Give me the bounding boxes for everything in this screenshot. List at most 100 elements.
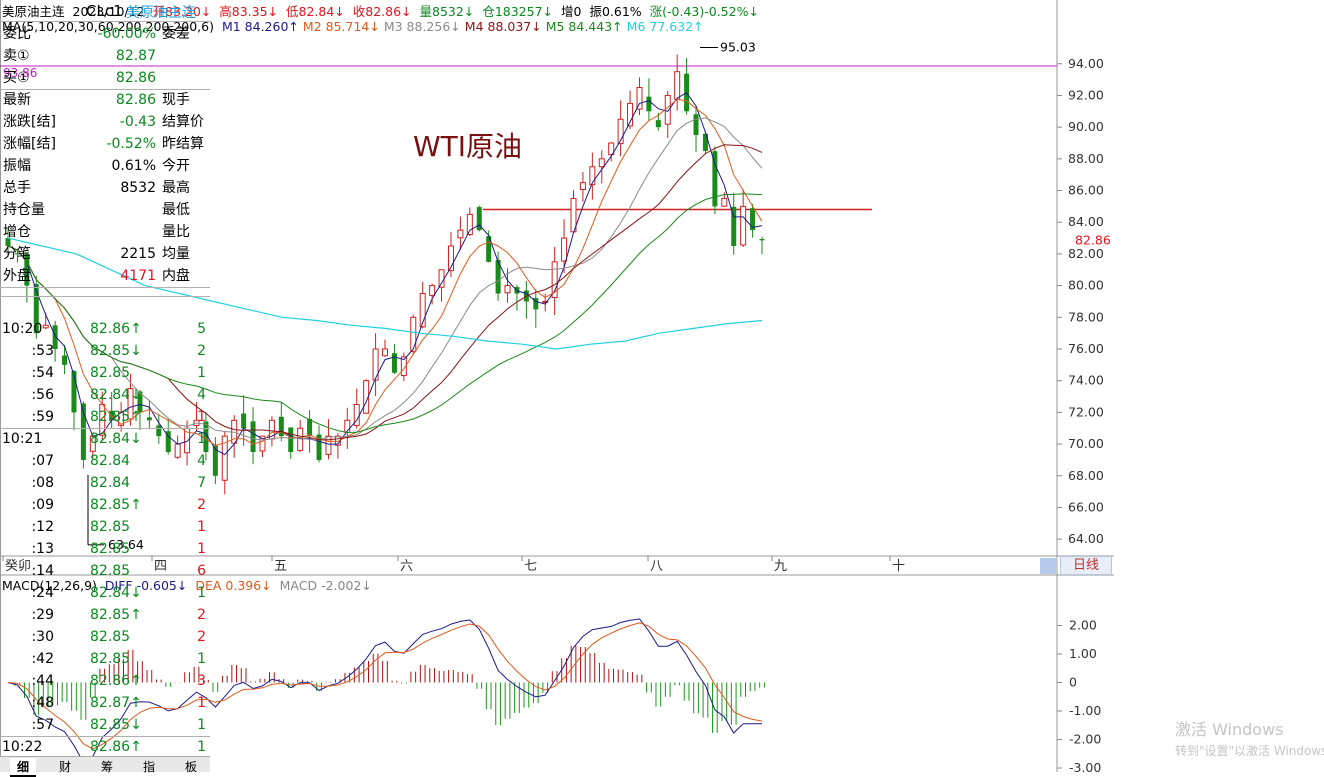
- tick-row: 10:21 82.84↓ 1: [0, 428, 210, 450]
- ma-legend: MA(5,10,20,30,60,200,200,200,6) M1 84.26…: [2, 19, 712, 34]
- quote-row: 分笔 2215 均量: [0, 243, 210, 265]
- month-label: 十: [892, 559, 905, 574]
- quote-label-2: 今开: [162, 158, 190, 174]
- macd-params: MACD(12,26,9): [2, 578, 97, 593]
- macd-value: MACD -2.002↓: [279, 578, 372, 593]
- macd-tick-label: 2.00: [1069, 618, 1097, 633]
- candle-body: [24, 253, 30, 286]
- tick-time: :53: [31, 343, 54, 359]
- tick-row: :14 82.85 6: [0, 560, 210, 582]
- tick-time: :59: [31, 409, 54, 425]
- quote-label: 涨跌[结]: [3, 114, 56, 130]
- tick-time: 10:22: [2, 739, 43, 755]
- increase-value: 增0: [561, 4, 582, 19]
- quote-label-2: 内盘: [162, 268, 190, 284]
- candle-body: [476, 207, 482, 231]
- tick-row: :30 82.85 2: [0, 626, 210, 648]
- candle-body: [241, 413, 247, 429]
- period-daily-button[interactable]: 日线: [1060, 556, 1112, 575]
- tick-time: :54: [31, 365, 54, 381]
- y-tick-label: 86.00: [1068, 183, 1104, 198]
- candle-body: [759, 239, 765, 241]
- macd-diff: DIFF -0.605↓: [104, 578, 188, 593]
- price-info-bar: 美原油主连 2023/10/12 开83.20↓ 高83.35↓ 低82.84↓…: [2, 1, 763, 20]
- ma-item-3: M3 88.256↓: [383, 19, 461, 34]
- y-tick-label: 70.00: [1068, 436, 1104, 451]
- quote-row: 增仓 量比: [0, 221, 210, 243]
- quote-row: 买① 82.86: [0, 67, 210, 89]
- quote-label: 涨幅[结]: [3, 136, 56, 152]
- quote-label-2: 量比: [162, 224, 190, 240]
- macd-tick-label: 1.00: [1069, 646, 1097, 661]
- tick-row: :42 82.85 1: [0, 648, 210, 670]
- tick-price: 82.84↓: [90, 387, 142, 403]
- macd-dea: DEA 0.396↓: [195, 578, 272, 593]
- tick-volume: 7: [197, 475, 206, 491]
- tick-volume: 1: [197, 717, 206, 733]
- candle-body: [400, 356, 407, 377]
- candle-body: [259, 435, 266, 452]
- quote-header: 口 CLc1 美原油主连: [0, 0, 210, 22]
- volume-value: 量8532↓: [419, 4, 475, 19]
- tick-row: :57 82.85↓ 1: [0, 714, 210, 736]
- panel-tab-2[interactable]: 财: [58, 760, 71, 774]
- candle-body: [391, 353, 397, 373]
- candle-body: [486, 236, 492, 262]
- tick-time: 10:20: [2, 321, 43, 337]
- month-label: 五: [274, 559, 287, 574]
- tick-row: :48 82.87↑ 1: [0, 692, 210, 714]
- quote-row: 卖① 82.87: [0, 45, 210, 67]
- tick-price: 82.84: [90, 475, 131, 491]
- quote-row: 持仓量 最低: [0, 199, 210, 221]
- ma-line-m6: [7, 237, 763, 350]
- tick-time: :56: [31, 387, 54, 403]
- panel-tab-5[interactable]: 板: [184, 760, 197, 774]
- panel-tab-4[interactable]: 指: [142, 760, 155, 774]
- y-tick-label: 80.00: [1068, 278, 1104, 293]
- macd-dea-line: [7, 622, 763, 750]
- quote-label: 持仓量: [3, 202, 45, 218]
- tick-volume: 4: [197, 453, 206, 469]
- quote-row: 振幅 0.61% 今开: [0, 155, 210, 177]
- candle-body: [740, 205, 747, 246]
- low-label: 63.64: [108, 537, 144, 552]
- panel-tabs: 细财筹指板: [0, 756, 210, 777]
- y-tick-label: 82.00: [1068, 246, 1104, 261]
- candle-body: [52, 325, 58, 349]
- tick-row: :09 82.85↑ 2: [0, 494, 210, 516]
- quote-value: 0.61%: [111, 158, 156, 174]
- tick-time: :08: [31, 475, 54, 491]
- quote-row: 涨幅[结] -0.52% 昨结算: [0, 133, 210, 155]
- candle-body: [221, 435, 228, 481]
- quote-value: 82.86: [115, 70, 156, 86]
- panel-tab-1[interactable]: 细: [10, 758, 36, 777]
- tick-row: :12 82.85 1: [0, 516, 210, 538]
- candle-body: [165, 431, 171, 452]
- quote-label-2: 结算价: [162, 114, 204, 130]
- candle-body: [372, 348, 379, 381]
- candle-body: [316, 434, 322, 460]
- tick-time: :07: [31, 453, 54, 469]
- panel-tab-3[interactable]: 筹: [100, 760, 113, 774]
- candle-body: [750, 208, 756, 231]
- candle-body: [419, 293, 426, 328]
- tick-price: 82.85↑: [90, 607, 142, 623]
- tick-time: :24: [31, 585, 54, 601]
- tick-price: 82.86↑: [90, 673, 142, 689]
- quote-label: 分笔: [3, 246, 31, 262]
- quote-label: 总手: [3, 180, 31, 196]
- month-label: 八: [650, 559, 663, 574]
- tick-time: :14: [31, 563, 54, 579]
- macd-tick-label: -3.00: [1069, 760, 1101, 772]
- macd-diff-line: [7, 618, 762, 764]
- month-label: 六: [400, 559, 413, 574]
- chart-canvas[interactable]: 94.00 92.00 90.00 88.00 86.00 84.00 82.00 80.00…: [0, 0, 1114, 772]
- quote-value: 4171: [120, 268, 156, 284]
- candle-body: [325, 435, 332, 455]
- candle-body: [721, 197, 728, 207]
- candle-body: [156, 425, 162, 437]
- tick-volume: 4: [197, 387, 206, 403]
- position-value: 仓183257↓: [482, 4, 554, 19]
- month-label: 癸卯: [5, 559, 31, 574]
- macd-legend: MACD(12,26,9) DIFF -0.605↓ DEA 0.396↓ MA…: [2, 578, 376, 593]
